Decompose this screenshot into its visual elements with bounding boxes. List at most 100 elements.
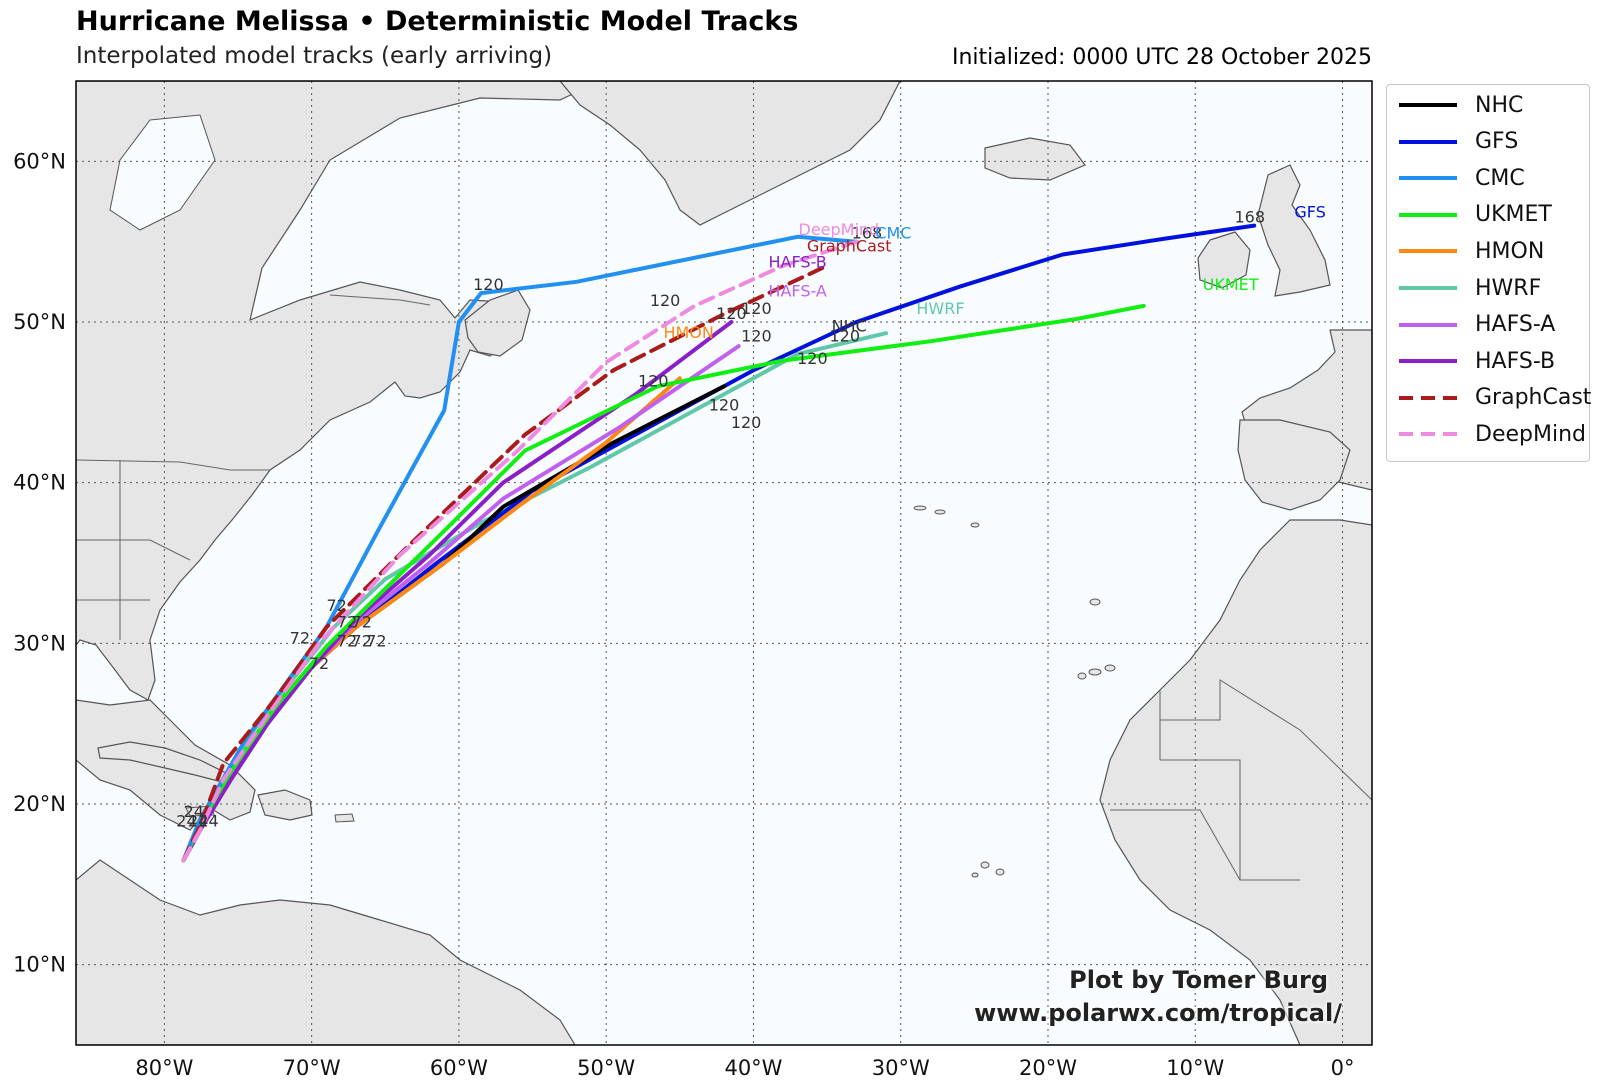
legend-label: CMC: [1475, 165, 1525, 191]
forecast-hour-label: 24: [198, 811, 218, 830]
legend: NHC GFS CMC UKMET HMON HWRF HAFS-A HAFS-B GraphC…: [1386, 84, 1591, 462]
track-end-label: DeepMind: [799, 220, 880, 239]
africa-borders: [1110, 679, 1372, 881]
legend-item-deepmind: DeepMind: [1397, 420, 1586, 448]
legend-swatch: [1399, 176, 1457, 181]
legend-item-hmon: HMON: [1397, 237, 1544, 265]
forecast-hour-label: 24: [188, 811, 208, 830]
forecast-hour-label: 120: [731, 413, 762, 432]
legend-item-hafs-b: HAFS-B: [1397, 347, 1555, 375]
forecast-hour-label: 120: [829, 326, 860, 345]
forecast-hour-label: 72: [290, 628, 310, 647]
map-subtitle: Interpolated model tracks (early arrivin…: [76, 43, 553, 69]
forecast-hour-label: 24: [176, 811, 196, 830]
lat-tick-label: 10°N: [13, 953, 66, 977]
track-end-label: UKMET: [1203, 275, 1259, 294]
legend-item-ukmet: UKMET: [1397, 201, 1552, 229]
lon-tick-label: 80°W: [135, 1056, 193, 1080]
lon-tick-label: 0°: [1331, 1056, 1355, 1080]
legend-label: UKMET: [1475, 202, 1552, 228]
plot-frame: [75, 80, 1373, 1046]
lon-tick-label: 50°W: [577, 1056, 635, 1080]
forecast-hour-label: 72: [366, 632, 386, 651]
forecast-hour-label: 120: [473, 275, 504, 294]
ireland-land: [1197, 231, 1251, 289]
forecast-hour-label: 72: [352, 632, 372, 651]
legend-item-hafs-a: HAFS-A: [1397, 311, 1555, 339]
track-end-label: HWRF: [916, 299, 964, 318]
track-cmc: [181, 234, 859, 863]
iceland-land: [984, 137, 1086, 181]
forecast-hour-label: 72: [352, 612, 372, 631]
north-america-land: [76, 81, 601, 701]
forecast-hour-label: 120: [650, 291, 681, 310]
iberia-land: [1237, 419, 1351, 511]
legend-swatch: [1399, 359, 1457, 364]
legend-item-cmc: CMC: [1397, 164, 1525, 192]
map-title: Hurricane Melissa • Deterministic Model …: [76, 6, 799, 37]
greenland-land: [559, 81, 901, 226]
great-britain-land: [1257, 164, 1331, 297]
forecast-hour-label: 72: [309, 654, 329, 673]
lon-tick-label: 60°W: [430, 1056, 488, 1080]
forecast-hour-label: 24: [184, 802, 204, 821]
legend-label: HMON: [1475, 238, 1545, 264]
forecast-hour-label: 120: [709, 395, 740, 414]
lat-tick-label: 20°N: [13, 792, 66, 816]
legend-swatch: [1399, 103, 1457, 107]
forecast-hour-label: 168: [852, 223, 883, 242]
legend-item-nhc: NHC: [1397, 91, 1523, 119]
credit-author: Plot by Tomer Burg: [1069, 966, 1328, 994]
lon-tick-label: 10°W: [1166, 1056, 1224, 1080]
graticule: [76, 81, 1372, 1045]
legend-label: GFS: [1475, 129, 1519, 155]
forecast-hour-label: 168: [1234, 207, 1265, 226]
track-deepmind: [181, 239, 859, 863]
track-end-label: HAFS-A: [768, 281, 826, 300]
legend-swatch: [1399, 395, 1457, 400]
initialization-time: Initialized: 0000 UTC 28 October 2025: [951, 45, 1372, 70]
africa-land: [1099, 519, 1372, 1045]
axis-tick-labels: 80°W 70°W 60°W 50°W 40°W 30°W 20°W 10°W 0° 10°N 20…: [13, 149, 1354, 1080]
track-end-label: CMC: [875, 223, 911, 242]
forecast-hour-label: 120: [741, 299, 772, 318]
lat-tick-label: 40°N: [13, 471, 66, 495]
track-end-label: NHC: [832, 317, 867, 336]
legend-label: GraphCast: [1475, 385, 1592, 411]
track-graphcast: [181, 263, 830, 863]
legend-swatch: [1399, 286, 1457, 290]
forecast-hour-labels: 2424242472727272727272721201201201201201…: [176, 207, 1265, 830]
legend-item-hwrf: HWRF: [1397, 274, 1541, 302]
track-end-label: GFS: [1294, 203, 1325, 222]
forecast-hour-label: 120: [797, 349, 828, 368]
na-borders: [76, 294, 431, 640]
land-layer: [76, 81, 1372, 1045]
model-tracks: [181, 223, 1257, 863]
atlantic-islands: [913, 505, 1116, 878]
legend-label: NHC: [1475, 92, 1524, 118]
forecast-hour-label: 72: [337, 632, 357, 651]
lon-tick-label: 40°W: [724, 1056, 782, 1080]
legend-item-gfs: GFS: [1397, 128, 1518, 156]
lon-tick-label: 70°W: [283, 1056, 341, 1080]
credit-url: www.polarwx.com/tropical/: [974, 999, 1342, 1027]
track-end-label: HMON: [663, 323, 713, 342]
lon-tick-label: 20°W: [1019, 1056, 1077, 1080]
lat-tick-label: 30°N: [13, 631, 66, 655]
track-hafs-b: [181, 320, 734, 863]
legend-label: DeepMind: [1475, 421, 1586, 447]
newfoundland-land: [464, 289, 531, 357]
legend-swatch: [1399, 322, 1457, 327]
legend-label: HAFS-B: [1475, 348, 1556, 374]
legend-label: HWRF: [1475, 275, 1542, 301]
legend-item-graphcast: GraphCast: [1397, 384, 1591, 412]
track-end-label: GraphCast: [807, 236, 892, 255]
hudson-bay: [109, 114, 216, 231]
forecast-hour-label: 120: [716, 304, 747, 323]
forecast-hour-label: 120: [638, 371, 669, 390]
track-end-label: HAFS-B: [769, 252, 827, 271]
lat-tick-label: 50°N: [13, 310, 66, 334]
legend-label: HAFS-A: [1475, 312, 1556, 338]
